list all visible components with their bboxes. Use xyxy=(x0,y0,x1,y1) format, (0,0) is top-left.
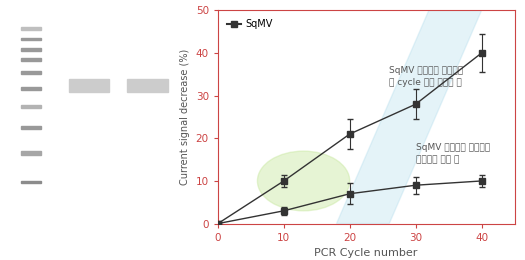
Y-axis label: Current signal decrease (%): Current signal decrease (%) xyxy=(180,49,190,185)
Legend: SqMV: SqMV xyxy=(223,15,276,33)
Bar xyxy=(21,71,41,74)
Bar xyxy=(128,79,168,92)
Bar xyxy=(21,105,41,108)
Bar xyxy=(21,180,41,184)
Bar xyxy=(69,79,109,92)
Text: SqMV 바이러스 유전자가
각 cycle 마다 증폭될 때: SqMV 바이러스 유전자가 각 cycle 마다 증폭될 때 xyxy=(389,66,464,87)
Ellipse shape xyxy=(257,151,350,211)
Text: SqMV 바이러스 유전자가
존재하지 않을 때: SqMV 바이러스 유전자가 존재하지 않을 때 xyxy=(416,142,490,164)
Polygon shape xyxy=(337,10,481,224)
Bar xyxy=(21,87,41,90)
Bar xyxy=(21,48,41,51)
Bar xyxy=(21,27,41,30)
Bar xyxy=(21,58,41,61)
Bar xyxy=(21,151,41,155)
Bar xyxy=(21,37,41,40)
Text: Tube
PCR: Tube PCR xyxy=(79,37,99,56)
Bar xyxy=(21,126,41,129)
Text: Chip
PCR: Chip PCR xyxy=(138,37,157,56)
X-axis label: PCR Cycle number: PCR Cycle number xyxy=(314,248,418,258)
